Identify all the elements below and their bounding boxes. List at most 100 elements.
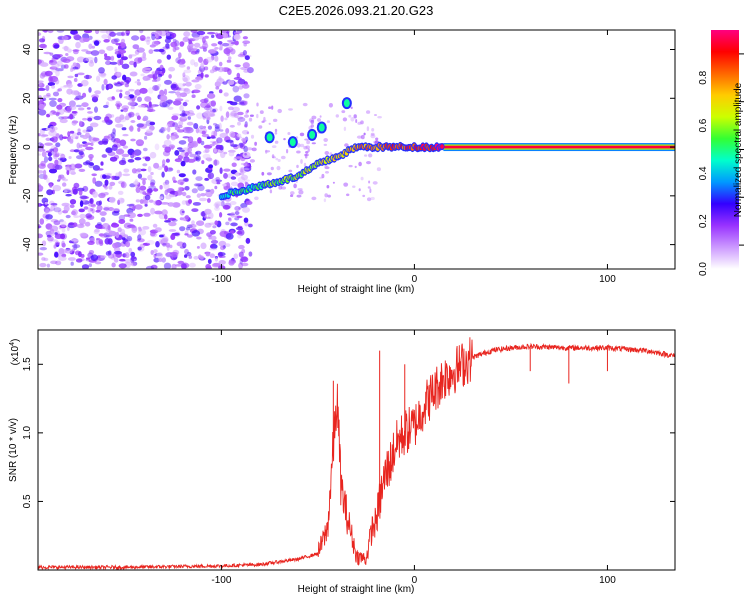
noise-speckle	[227, 56, 232, 60]
noise-speckle	[228, 217, 232, 221]
noise-speckle	[79, 232, 88, 237]
noise-speckle	[86, 257, 91, 260]
noise-speckle	[112, 208, 120, 212]
noise-speckle	[181, 200, 187, 205]
noise-speckle	[103, 39, 110, 43]
noise-speckle	[191, 94, 196, 98]
noise-speckle	[43, 30, 48, 33]
noise-speckle	[170, 252, 179, 258]
noise-speckle	[174, 150, 180, 156]
noise-speckle	[210, 244, 214, 249]
noise-speckle	[219, 212, 223, 218]
noise-speckle	[43, 94, 51, 98]
noise-speckle	[182, 191, 187, 197]
noise-speckle	[219, 105, 223, 112]
noise-speckle	[244, 153, 247, 156]
noise-speckle	[66, 170, 70, 176]
noise-speckle	[182, 126, 191, 134]
noise-speckle	[372, 181, 378, 185]
noise-speckle	[88, 87, 92, 93]
noise-speckle	[129, 125, 134, 132]
noise-speckle	[172, 113, 181, 116]
noise-speckle	[56, 60, 63, 67]
noise-speckle	[214, 159, 218, 167]
noise-speckle	[111, 96, 115, 100]
noise-speckle	[239, 258, 243, 265]
noise-speckle	[105, 251, 111, 256]
snr-series-line	[38, 337, 675, 570]
noise-speckle	[98, 49, 106, 55]
noise-speckle	[160, 127, 167, 132]
noise-speckle	[101, 154, 108, 158]
noise-speckle	[142, 147, 148, 152]
noise-speckle	[104, 172, 113, 176]
noise-speckle	[256, 102, 259, 107]
noise-speckle	[129, 54, 137, 57]
noise-speckle	[70, 105, 77, 111]
noise-speckle	[159, 99, 167, 106]
noise-speckle	[165, 43, 170, 49]
noise-speckle	[222, 204, 231, 210]
noise-speckle	[186, 251, 192, 257]
noise-speckle	[259, 110, 264, 114]
noise-speckle	[202, 153, 211, 159]
noise-speckle	[38, 170, 44, 174]
noise-speckle	[92, 177, 97, 184]
noise-speckle	[241, 83, 250, 89]
snr-xtick-label: 0	[412, 575, 418, 586]
noise-speckle	[317, 118, 321, 122]
noise-speckle	[83, 30, 93, 34]
noise-speckle	[204, 35, 209, 39]
noise-speckle	[276, 165, 281, 171]
spectrogram-blob-layer	[264, 97, 352, 149]
noise-speckle	[241, 174, 248, 181]
noise-speckle	[194, 83, 202, 90]
noise-speckle	[161, 209, 168, 216]
noise-speckle	[217, 66, 225, 73]
noise-speckle	[244, 164, 247, 168]
noise-speckle	[179, 208, 185, 216]
noise-speckle	[230, 181, 239, 187]
noise-speckle	[152, 73, 158, 80]
noise-speckle	[224, 202, 232, 210]
noise-speckle	[211, 43, 218, 47]
noise-speckle	[172, 176, 176, 182]
noise-speckle	[210, 188, 215, 194]
noise-speckle	[352, 185, 356, 188]
noise-speckle	[201, 133, 210, 138]
noise-speckle	[44, 142, 53, 146]
noise-speckle	[164, 179, 170, 185]
noise-speckle	[87, 240, 95, 245]
noise-speckle	[194, 151, 198, 156]
noise-speckle	[224, 117, 228, 121]
noise-speckle	[242, 40, 251, 44]
noise-speckle	[238, 207, 242, 210]
noise-speckle	[230, 211, 235, 218]
noise-speckle	[177, 147, 183, 150]
noise-speckle	[271, 105, 274, 110]
noise-speckle	[55, 260, 62, 266]
noise-speckle	[112, 128, 116, 135]
noise-speckle	[47, 152, 52, 157]
noise-speckle	[95, 30, 100, 35]
noise-speckle	[203, 110, 212, 118]
noise-speckle	[91, 45, 96, 49]
noise-speckle	[55, 142, 61, 148]
noise-speckle	[130, 262, 137, 267]
noise-speckle	[179, 226, 186, 232]
noise-speckle	[227, 68, 232, 75]
noise-speckle	[129, 218, 134, 222]
noise-speckle	[149, 182, 155, 187]
noise-speckle	[170, 41, 178, 48]
noise-speckle	[172, 122, 179, 128]
noise-speckle	[184, 126, 193, 132]
noise-speckle	[59, 86, 67, 89]
noise-speckle	[150, 171, 154, 176]
noise-speckle	[45, 85, 50, 92]
noise-speckle	[144, 194, 151, 201]
noise-speckle	[90, 204, 96, 208]
noise-speckle	[133, 181, 140, 186]
noise-speckle	[127, 159, 135, 163]
noise-speckle	[159, 234, 164, 238]
noise-speckle	[225, 221, 230, 226]
